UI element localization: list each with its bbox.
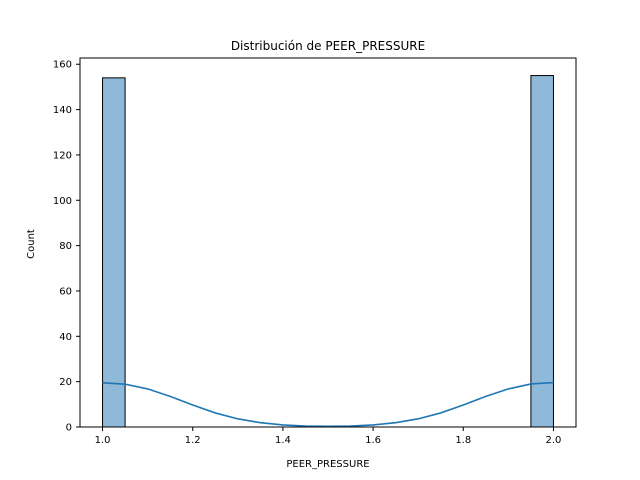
axes-group (79, 57, 577, 428)
y-tick-label: 120 (53, 150, 72, 161)
x-tick-label: 1.0 (95, 435, 111, 446)
y-ticks: 0 20 40 60 80 100 120 140 160 (53, 60, 80, 434)
histogram-bar (102, 77, 126, 428)
x-tick-label: 1.8 (455, 435, 471, 446)
chart-title: Distribución de PEER_PRESSURE (231, 39, 425, 53)
bars-group (102, 75, 554, 428)
kde-line (102, 381, 554, 428)
x-tick-label: 1.2 (185, 435, 201, 446)
y-tick-label: 40 (59, 332, 72, 343)
y-tick-label: 60 (59, 286, 72, 297)
y-tick-label: 80 (59, 241, 72, 252)
x-axis-label: PEER_PRESSURE (286, 459, 369, 470)
plot-frame (79, 57, 577, 428)
x-tick-label: 1.6 (365, 435, 381, 446)
y-tick-label: 160 (53, 60, 72, 71)
kde-group (102, 381, 554, 428)
y-tick-label: 140 (53, 105, 72, 116)
y-tick-label: 0 (66, 423, 72, 434)
x-tick-label: 2.0 (546, 435, 562, 446)
y-axis-label: Count (26, 229, 37, 259)
x-ticks: 1.0 1.2 1.4 1.6 1.8 2.0 (95, 427, 562, 446)
histogram-bar (530, 75, 554, 428)
y-tick-label: 20 (59, 377, 72, 388)
y-tick-label: 100 (53, 196, 72, 207)
x-tick-label: 1.4 (275, 435, 291, 446)
